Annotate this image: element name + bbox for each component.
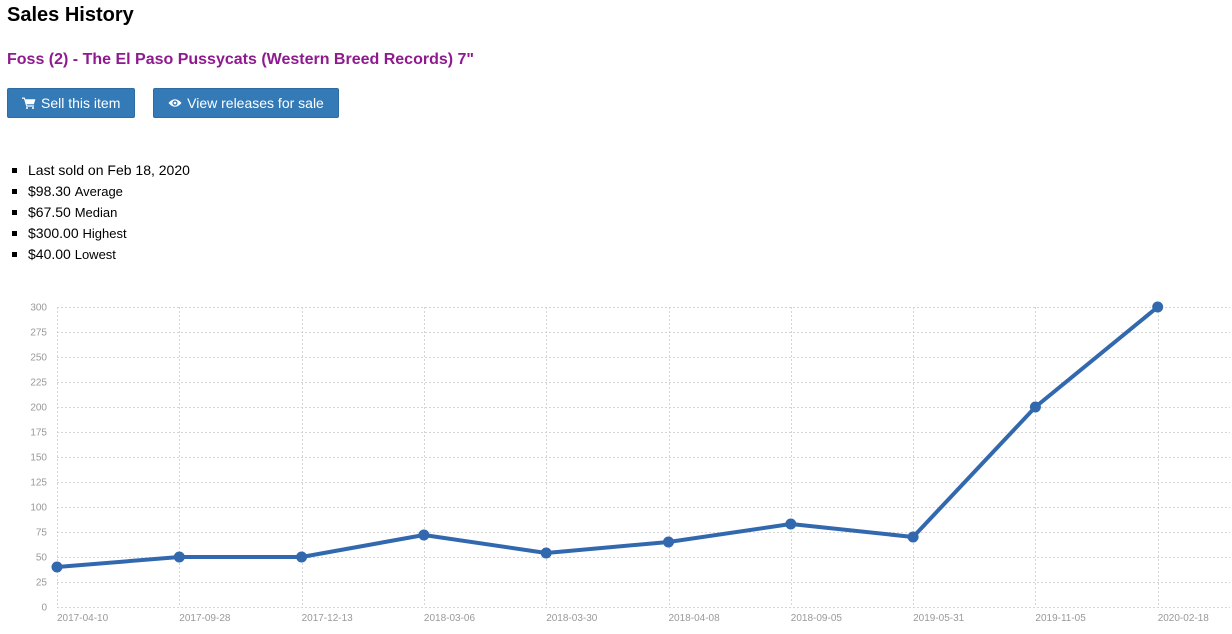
bullet-icon — [12, 189, 17, 194]
eye-icon — [168, 99, 182, 107]
y-tick-label: 300 — [30, 303, 47, 314]
y-tick-label: 25 — [36, 578, 48, 589]
data-point[interactable] — [1029, 401, 1041, 413]
stat-median: $67.50 Median — [10, 202, 190, 223]
highest-label: Highest — [82, 226, 127, 241]
data-point[interactable] — [1152, 301, 1164, 313]
data-point[interactable] — [663, 536, 674, 548]
lowest-label: Lowest — [74, 247, 116, 262]
last-sold-label: Last sold on — [28, 162, 104, 178]
y-tick-label: 0 — [41, 603, 47, 614]
series-line — [55, 305, 1160, 569]
data-point[interactable] — [296, 551, 308, 563]
bullet-icon — [12, 231, 17, 236]
y-tick-label: 200 — [30, 403, 47, 414]
x-tick-label: 2019-05-31 — [913, 613, 965, 624]
data-point[interactable] — [907, 531, 919, 543]
y-tick-label: 50 — [36, 553, 48, 564]
y-tick-label: 225 — [30, 378, 47, 389]
data-point[interactable] — [540, 547, 552, 559]
data-point[interactable] — [418, 529, 430, 541]
average-label: Average — [74, 184, 123, 199]
x-tick-label: 2019-11-05 — [1035, 613, 1086, 624]
y-tick-label: 150 — [30, 453, 47, 464]
chart-points — [51, 301, 1164, 573]
data-point[interactable] — [173, 551, 185, 563]
x-axis-ticks: 2017-04-10 2017-09-28 2017-12-13 2018-03-06… — [57, 613, 1209, 624]
y-axis-ticks: 0 25 50 75 100 125 150 175 200 225 250 275 300 — [30, 303, 47, 614]
average-value: $98.30 — [28, 183, 71, 199]
y-tick-label: 175 — [30, 428, 47, 439]
chart-grid — [57, 307, 1230, 608]
chart-series — [55, 305, 1160, 569]
bullet-icon — [12, 210, 17, 215]
last-sold-date: Feb 18, 2020 — [107, 162, 190, 178]
stat-highest: $300.00 Highest — [10, 223, 190, 244]
bullet-icon — [12, 168, 17, 173]
x-tick-label: 2017-12-13 — [302, 613, 354, 624]
stat-average: $98.30 Average — [10, 181, 190, 202]
sell-button-label: Sell this item — [41, 95, 121, 111]
view-button-label: View releases for sale — [187, 95, 324, 111]
lowest-value: $40.00 — [28, 246, 71, 262]
page-title: Sales History — [7, 4, 134, 26]
highest-value: $300.00 — [28, 225, 79, 241]
median-value: $67.50 — [28, 204, 71, 220]
data-point[interactable] — [51, 561, 63, 573]
median-label: Median — [74, 205, 118, 220]
x-tick-label: 2018-09-05 — [791, 613, 843, 624]
stat-last-sold: Last sold on Feb 18, 2020 — [10, 160, 190, 181]
stat-lowest: $40.00 Lowest — [10, 244, 190, 265]
shopping-cart-icon — [22, 97, 36, 109]
x-tick-label: 2018-03-06 — [424, 613, 476, 624]
view-releases-for-sale-button[interactable]: View releases for sale — [153, 88, 339, 118]
x-tick-label: 2018-03-30 — [546, 613, 598, 624]
x-tick-label: 2017-09-28 — [179, 613, 231, 624]
y-tick-label: 275 — [30, 328, 47, 339]
x-tick-label: 2020-02-18 — [1158, 613, 1210, 624]
y-tick-label: 75 — [36, 528, 48, 539]
y-tick-label: 125 — [30, 478, 47, 489]
sell-this-item-button[interactable]: Sell this item — [7, 88, 135, 118]
x-tick-label: 2017-04-10 — [57, 613, 109, 624]
y-tick-label: 250 — [30, 353, 47, 364]
bullet-icon — [12, 252, 17, 257]
sales-history-chart: 0 25 50 75 100 125 150 175 200 225 250 275 300 2017-… — [30, 301, 1230, 624]
sales-stats-list: Last sold on Feb 18, 2020 $98.30 Average… — [10, 160, 190, 265]
x-tick-label: 2018-04-08 — [669, 613, 721, 624]
y-tick-label: 100 — [30, 503, 47, 514]
release-title: Foss (2) - The El Paso Pussycats (Wester… — [7, 51, 474, 68]
data-point[interactable] — [785, 518, 797, 530]
